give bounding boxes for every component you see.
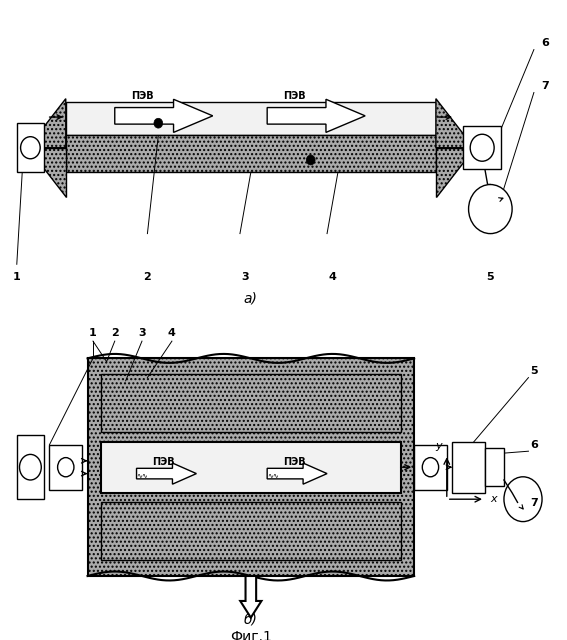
Text: 2: 2 [111, 328, 119, 338]
Text: 3: 3 [138, 328, 146, 338]
Bar [485, 448, 504, 486]
Text: ПЭВ: ПЭВ [153, 457, 175, 467]
Text: 6: 6 [530, 440, 538, 450]
Text: x: x [490, 494, 497, 504]
Bar [463, 126, 501, 169]
Text: а): а) [244, 291, 258, 305]
Polygon shape [436, 148, 474, 196]
Circle shape [20, 137, 40, 159]
Text: 7: 7 [530, 498, 538, 508]
Text: Фиг.1: Фиг.1 [230, 630, 272, 640]
FancyArrow shape [267, 463, 327, 484]
Bar [101, 442, 400, 493]
Text: 5: 5 [530, 366, 538, 376]
Text: ПЭВ: ПЭВ [130, 91, 153, 100]
Text: y: y [435, 441, 442, 451]
Circle shape [504, 477, 542, 522]
FancyArrow shape [267, 99, 365, 132]
Text: 6: 6 [541, 38, 549, 49]
Text: 2: 2 [143, 271, 151, 282]
Circle shape [468, 184, 512, 234]
Bar [101, 374, 400, 432]
Circle shape [470, 134, 494, 161]
Text: 4: 4 [328, 271, 336, 282]
FancyArrow shape [137, 463, 196, 484]
Bar [66, 136, 436, 172]
Polygon shape [28, 148, 66, 196]
Circle shape [19, 454, 41, 480]
Bar [87, 358, 414, 576]
Text: 3: 3 [242, 271, 249, 282]
Text: 4: 4 [168, 328, 176, 338]
Text: ПЭВ: ПЭВ [283, 91, 306, 100]
Text: ПЭВ: ПЭВ [283, 457, 306, 467]
Bar [49, 445, 82, 490]
Bar [17, 435, 44, 499]
Text: 5: 5 [486, 271, 494, 282]
Circle shape [58, 458, 74, 477]
Text: ∿∿: ∿∿ [137, 472, 149, 478]
Bar [101, 502, 400, 560]
Circle shape [154, 118, 163, 128]
Text: 1: 1 [13, 271, 20, 282]
FancyArrow shape [115, 99, 213, 132]
Bar [452, 442, 485, 493]
Bar [17, 123, 44, 172]
Polygon shape [28, 99, 66, 148]
Text: 1: 1 [89, 328, 97, 338]
Text: ∿∿: ∿∿ [267, 472, 279, 478]
Polygon shape [436, 99, 474, 148]
Bar [414, 445, 447, 490]
Bar [66, 102, 436, 136]
Circle shape [306, 155, 315, 165]
Text: 7: 7 [541, 81, 549, 92]
Circle shape [422, 458, 439, 477]
Text: б): б) [244, 612, 258, 627]
FancyArrow shape [240, 576, 261, 618]
